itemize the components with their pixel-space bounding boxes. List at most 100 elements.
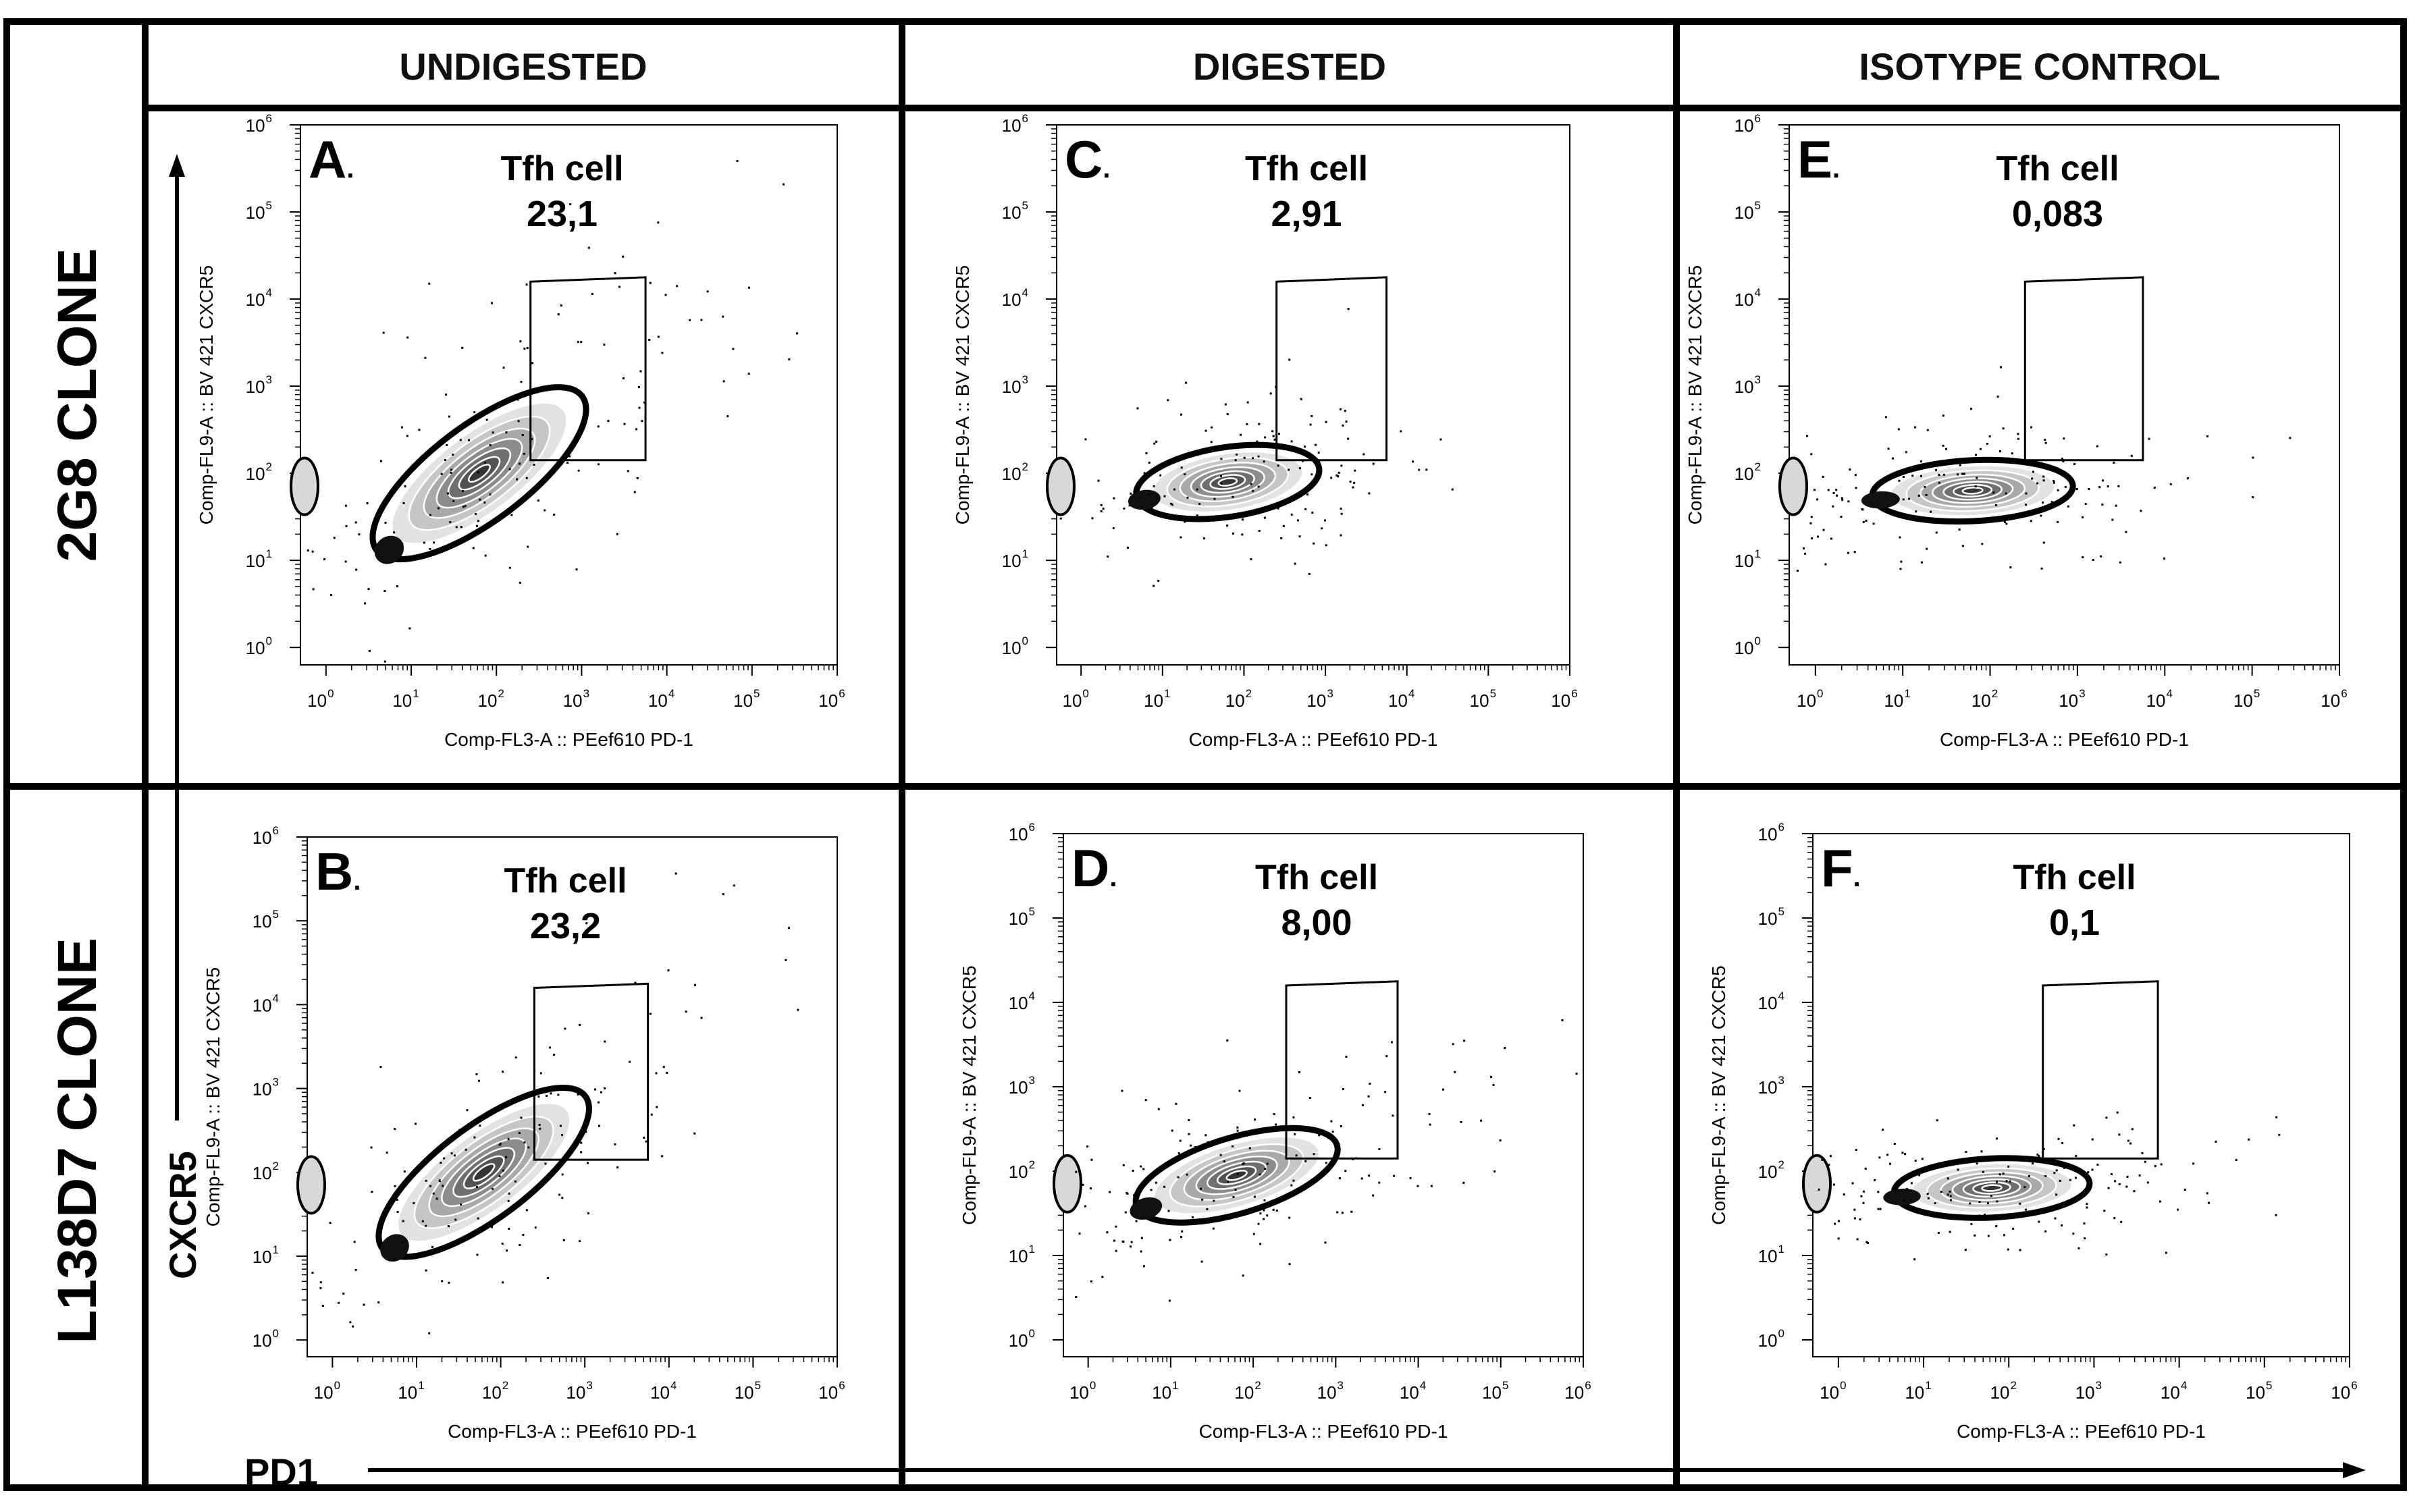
event-dot [506, 1249, 508, 1252]
event-dot [1942, 444, 1944, 447]
event-dot [1956, 473, 1959, 476]
event-dot [1963, 473, 1965, 475]
event-dot [1462, 1181, 1465, 1184]
event-dot [2000, 366, 2003, 369]
event-dot [568, 455, 571, 458]
event-dot [502, 1281, 504, 1284]
event-dot [465, 1148, 467, 1151]
event-dot [2153, 487, 2156, 489]
event-dot [2096, 445, 2098, 448]
event-dot [1499, 1139, 1502, 1142]
x-tick-label: 103 [1306, 687, 1333, 711]
event-dot [645, 1140, 647, 1143]
event-dot [1219, 475, 1222, 477]
event-dot [661, 1155, 664, 1158]
event-dot [514, 1056, 517, 1059]
event-dot [1935, 468, 1938, 471]
event-dot [1084, 1205, 1086, 1208]
event-dot [1803, 547, 1805, 549]
x-axis-title: PD1 [244, 1451, 318, 1493]
event-dot [2169, 483, 2172, 485]
event-dot [477, 471, 479, 474]
event-dot [1841, 499, 1844, 502]
gate-name: Tfh cell [1255, 858, 1378, 897]
event-dot [1275, 1209, 1278, 1212]
event-dot [1167, 1210, 1170, 1212]
event-dot [1393, 1174, 1396, 1177]
event-dot [1995, 1225, 1998, 1228]
event-dot [1134, 490, 1137, 493]
event-dot [2003, 520, 2006, 523]
cell-population [1128, 441, 1323, 522]
event-dot [516, 478, 519, 481]
event-dot [1325, 1162, 1327, 1164]
event-dot [1202, 537, 1205, 540]
x-tick-label: 106 [1551, 687, 1577, 711]
event-dot [1905, 451, 1907, 454]
event-dot [796, 332, 799, 335]
event-dot [2163, 557, 2166, 560]
event-dot [2057, 489, 2059, 491]
event-dot [1865, 519, 1868, 522]
event-dot [1361, 1104, 1364, 1106]
event-dot [2071, 479, 2074, 481]
event-dot [371, 1191, 373, 1193]
x-tick-label: 105 [2233, 687, 2260, 711]
event-dot [1970, 408, 1973, 410]
event-dot [1246, 401, 1249, 404]
event-dot [406, 336, 409, 339]
event-dot [2005, 1180, 2008, 1183]
event-dot [498, 1143, 501, 1146]
event-dot [577, 1093, 579, 1096]
event-dot [1277, 507, 1279, 510]
event-dot [2040, 514, 2042, 517]
event-dot [1330, 477, 1333, 479]
event-dot [1961, 545, 1964, 547]
event-dot [1830, 1155, 1832, 1158]
event-dot [1290, 513, 1293, 516]
event-dot [2002, 427, 2005, 430]
event-dot [1911, 475, 1914, 477]
event-dot [657, 335, 660, 338]
panel-f: 100 100 101 101 102 102 103 103 104 104 105 105 106 1… [1708, 821, 2358, 1442]
event-dot [1272, 1208, 1275, 1211]
event-dot [1252, 489, 1254, 492]
event-dot [1998, 1173, 2001, 1176]
event-dot [1204, 429, 1207, 432]
event-dot [396, 585, 398, 588]
y-tick-label: 101 [246, 547, 272, 571]
event-dot [2011, 452, 2013, 455]
event-dot [1384, 1091, 1387, 1094]
event-dot [489, 493, 492, 496]
event-dot [1115, 1249, 1117, 1252]
row-label-2g8-clone: 2G8 CLONE [47, 248, 108, 562]
event-dot [1224, 403, 1227, 406]
event-dot [1308, 1097, 1311, 1100]
event-dot [1974, 1234, 1976, 1237]
event-dot [587, 246, 590, 249]
event-dot [1290, 440, 1293, 443]
event-dot [1304, 508, 1307, 510]
event-dot [1930, 510, 1932, 513]
axis-edge-events [296, 1155, 326, 1215]
event-dot [2113, 461, 2115, 464]
event-dot [2061, 1224, 2063, 1226]
event-dot [1171, 1129, 1173, 1132]
event-dot [1294, 562, 1296, 565]
event-dot [1148, 461, 1150, 464]
event-dot [514, 1180, 517, 1183]
y-tick-label: 102 [1735, 460, 1761, 484]
event-dot [1910, 1182, 1913, 1185]
event-dot [2103, 1210, 2106, 1212]
event-dot [1226, 1039, 1229, 1042]
event-dot [1130, 1241, 1133, 1243]
y-tick-label: 100 [1009, 1327, 1035, 1351]
event-dot [393, 531, 396, 534]
event-dot [785, 959, 787, 961]
event-dot [1867, 1242, 1870, 1245]
event-dot [722, 315, 724, 318]
event-dot [1824, 563, 1827, 566]
event-dot [2252, 496, 2254, 499]
event-dot [1288, 468, 1290, 471]
event-dot [311, 550, 314, 553]
